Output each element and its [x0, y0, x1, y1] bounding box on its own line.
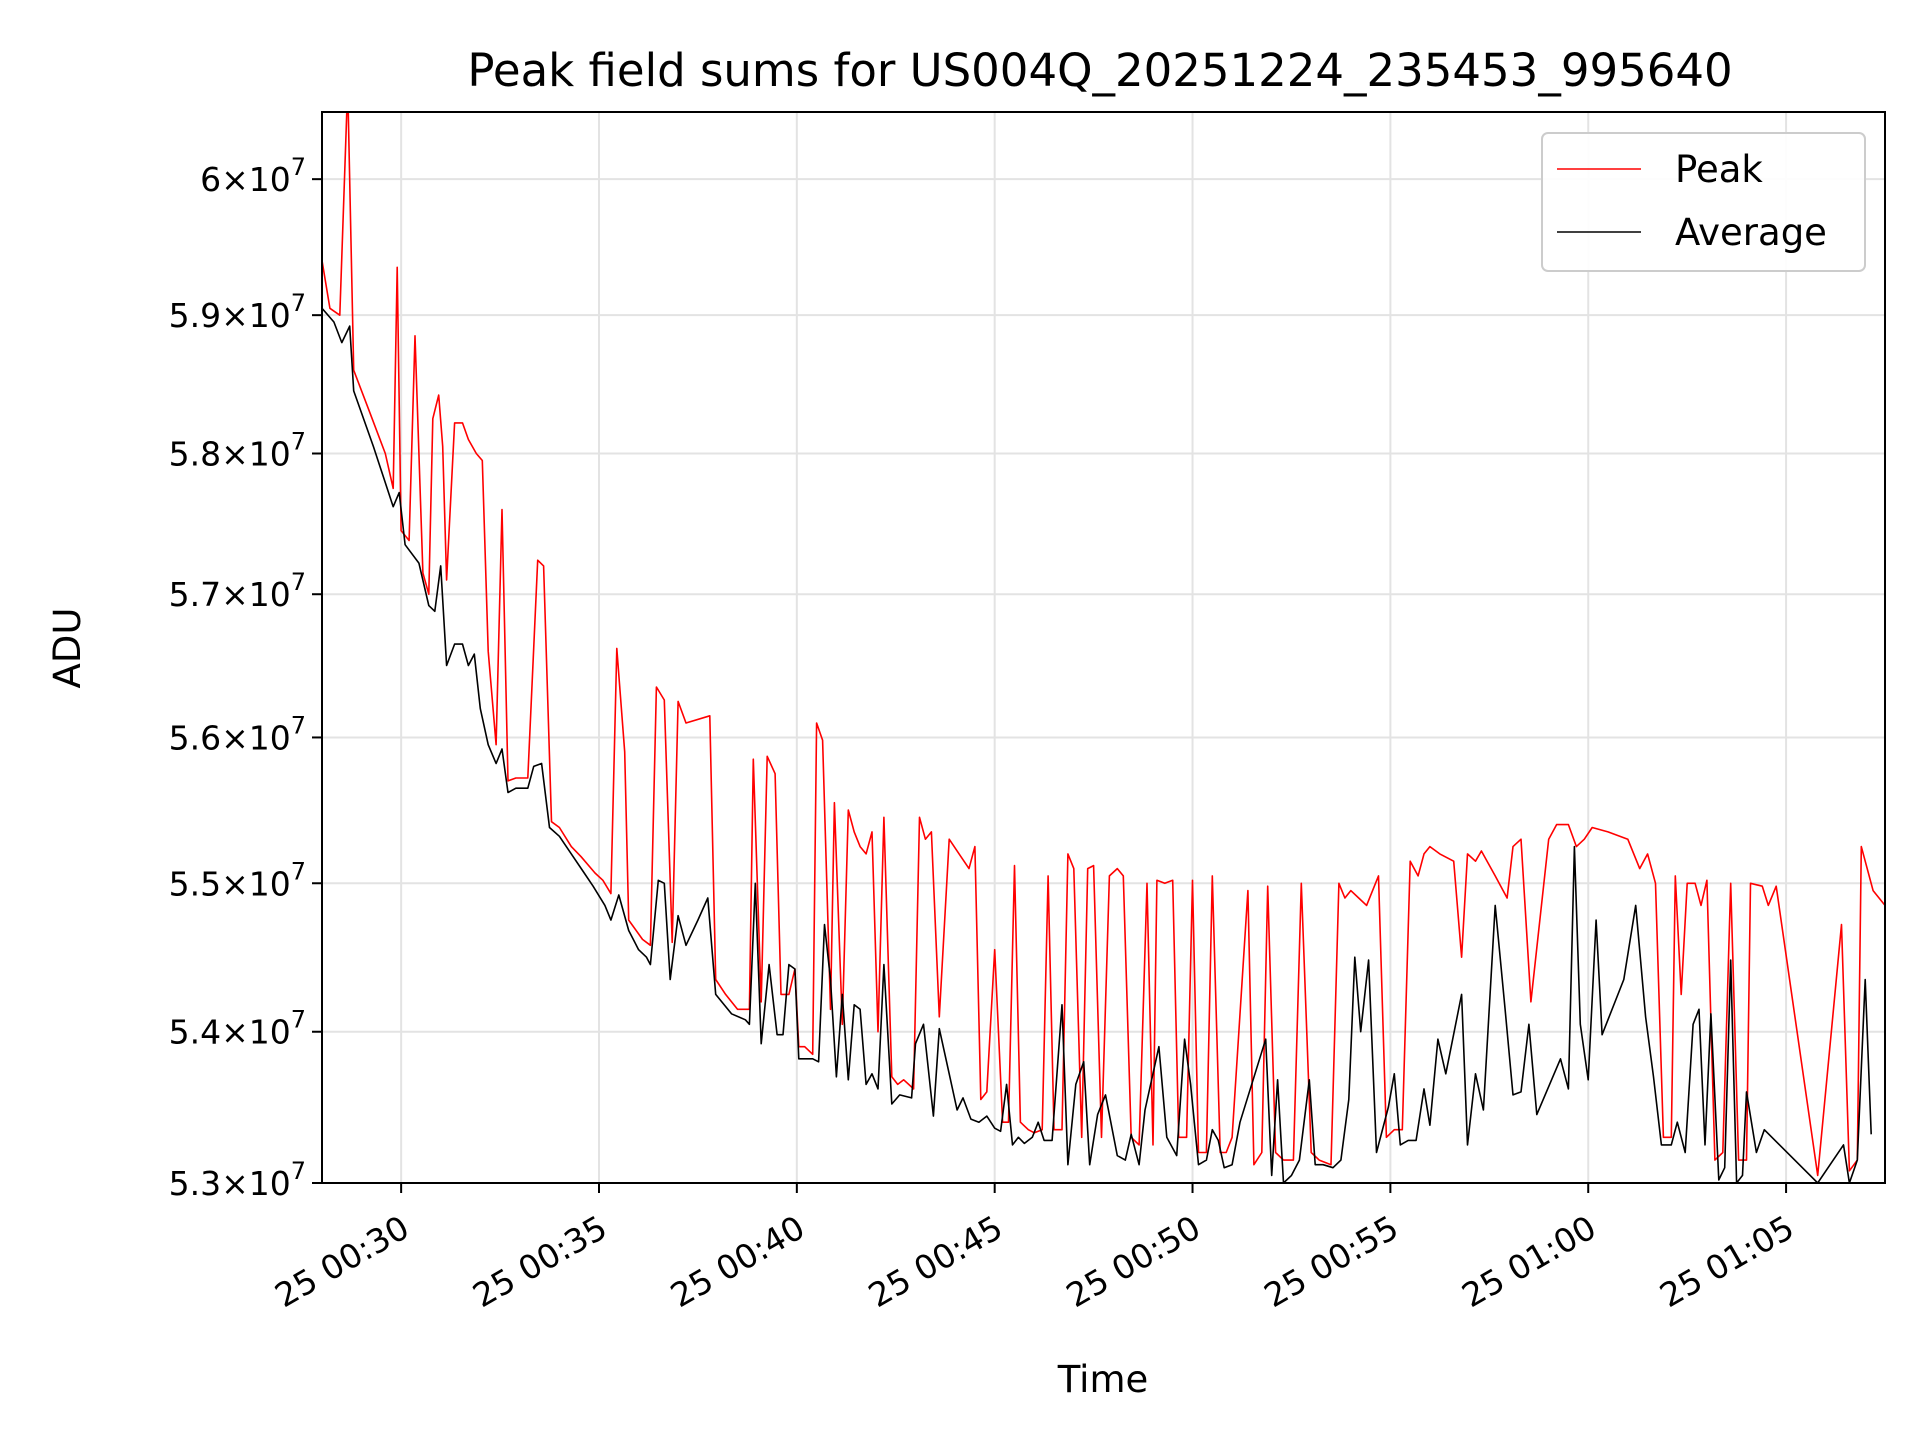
legend: Peak Average — [1541, 132, 1866, 272]
series-layer — [322, 112, 1885, 1183]
legend-label-average: Average — [1675, 211, 1827, 254]
y-tick-label: 6×107 — [200, 153, 306, 199]
y-axis-label: ADU — [46, 608, 89, 689]
y-tick-label: 5.7×107 — [169, 568, 306, 614]
legend-label-peak: Peak — [1675, 148, 1763, 191]
plot-frame — [321, 111, 1886, 1184]
series-line-peak — [322, 112, 1885, 1177]
chart-title: Peak field sums for US004Q_20251224_2354… — [467, 44, 1732, 97]
y-tick-label: 5.9×107 — [169, 289, 306, 335]
y-tick-label: 5.3×107 — [169, 1157, 306, 1203]
legend-box — [1541, 132, 1866, 272]
x-axis-label: Time — [1057, 1358, 1149, 1401]
y-tick-label: 5.5×107 — [169, 857, 306, 903]
y-tick-label: 5.6×107 — [169, 711, 306, 757]
series-line-average — [322, 307, 1872, 1183]
y-tick-label: 5.4×107 — [169, 1006, 306, 1052]
y-tick-label: 5.8×107 — [169, 427, 306, 473]
y-axis: 5.3×107 5.4×107 5.5×107 5.6×107 5.7×107 5.8×1… — [169, 153, 322, 1203]
